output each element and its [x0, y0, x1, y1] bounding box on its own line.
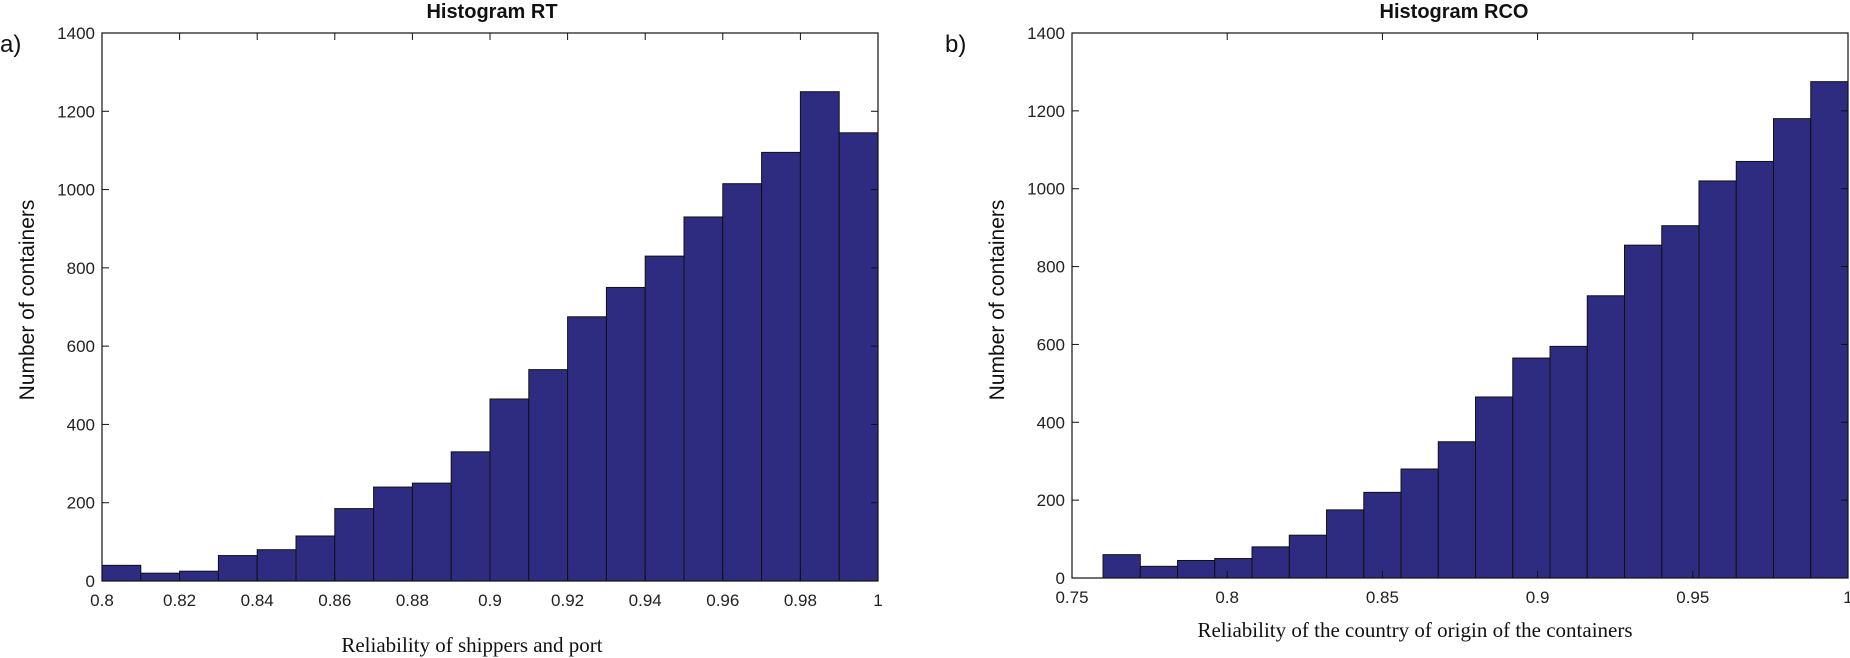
histogram-bar-rco-3: [1177, 559, 1216, 579]
y-tick-label-rco: 200: [1037, 491, 1065, 510]
histogram-bar-rt-6: [295, 535, 336, 582]
histogram-bar-rco-15: [1624, 244, 1663, 579]
histogram-bar-rt-20: [838, 132, 879, 582]
chart-title-rco: Histogram RCO: [1380, 1, 1529, 23]
histogram-bar-rt-8: [373, 486, 413, 582]
y-axis-label-rt: Number of containers: [16, 200, 39, 401]
x-tick-label-rt: 0.98: [784, 591, 817, 610]
histogram-bar-rco-16: [1661, 225, 1700, 579]
y-tick-label-rt: 800: [67, 259, 95, 278]
panel-label-b: b): [945, 31, 966, 58]
histogram-rco-panel: b) Histogram RCO 0.75 0.8 0.85 0.9 0.95 1 0 200…: [945, 1, 1850, 642]
y-tick-label-rco: 600: [1037, 335, 1065, 354]
y-tick-label-rt: 0: [86, 572, 95, 591]
histogram-bar-rco-7: [1326, 509, 1365, 579]
x-tick-label-rt: 0.86: [318, 591, 351, 610]
histogram-bar-rt-12: [528, 369, 569, 582]
x-axis-label-rt: Reliability of shippers and port: [341, 633, 602, 657]
y-tick-label-rt: 600: [67, 337, 95, 356]
x-tick-label-rco: 0.75: [1055, 588, 1088, 607]
plot-area-rco: 0.75 0.8 0.85 0.9 0.95 1 0 200 400 600 800 1000 1200…: [1027, 24, 1850, 607]
histogram-bar-rt-1: [101, 564, 142, 582]
histogram-bar-rt-9: [411, 482, 452, 582]
histogram-bar-rt-17: [722, 183, 763, 582]
histogram-bar-rco-18: [1735, 160, 1775, 579]
histogram-bar-rt-5: [256, 549, 297, 582]
histogram-bar-rco-14: [1586, 295, 1626, 579]
x-tick-label-rt: 0.8: [90, 591, 114, 610]
y-tick-label-rt: 1200: [57, 102, 95, 121]
y-tick-label-rco: 1200: [1027, 102, 1065, 121]
histogram-bar-rco-12: [1512, 357, 1551, 579]
histogram-bar-rco-17: [1698, 180, 1737, 579]
y-tick-label-rt: 400: [67, 415, 95, 434]
x-tick-label-rt: 0.82: [163, 591, 196, 610]
y-tick-label-rt: 1000: [57, 181, 95, 200]
x-tick-label-rco: 0.95: [1676, 588, 1709, 607]
histogram-bar-rt-2: [140, 572, 181, 582]
x-axis-label-rco: Reliability of the country of origin of …: [1197, 618, 1632, 642]
x-tick-label-rt: 0.9: [478, 591, 502, 610]
histogram-bar-rt-19: [799, 91, 840, 582]
histogram-bar-rt-18: [761, 151, 801, 582]
histogram-bar-rco-5: [1251, 546, 1290, 579]
histogram-bar-rt-3: [179, 570, 219, 582]
histogram-bar-rco-19: [1773, 118, 1812, 579]
histogram-bar-rco-2: [1139, 565, 1179, 579]
x-tick-label-rt: 0.84: [241, 591, 274, 610]
y-tick-label-rt: 1400: [57, 24, 95, 43]
x-tick-label-rt: 1: [873, 591, 882, 610]
histogram-bar-rco-8: [1363, 491, 1402, 579]
x-tick-label-rco: 1: [1843, 588, 1850, 607]
histogram-rt-panel: a) Histogram RT 0.8 0.82 0.84 0.86 0.88 0.9 0.…: [0, 1, 883, 657]
x-tick-label-rt: 0.94: [629, 591, 662, 610]
histogram-bar-rt-16: [683, 216, 724, 582]
histogram-bar-rco-20: [1810, 81, 1849, 579]
y-axis-label-rco: Number of containers: [986, 200, 1009, 401]
y-tick-label-rt: 200: [67, 494, 95, 513]
y-tick-label-rco: 1400: [1027, 24, 1065, 43]
histogram-bar-rt-4: [217, 555, 258, 582]
histogram-bar-rt-15: [644, 255, 685, 582]
plot-area-rt: 0.8 0.82 0.84 0.86 0.88 0.9 0.92 0.94 0.96 0.98 10…: [57, 24, 883, 610]
histogram-bar-rco-13: [1549, 345, 1588, 579]
histogram-bar-rt-10: [450, 451, 491, 582]
histogram-bar-rt-14: [605, 286, 646, 582]
histogram-bar-rco-4: [1214, 558, 1253, 579]
histogram-bar-rco-9: [1400, 468, 1439, 579]
panel-label-a: a): [0, 31, 21, 58]
y-tick-label-rco: 0: [1056, 569, 1065, 588]
histogram-bar-rt-7: [334, 508, 375, 582]
y-tick-label-rco: 400: [1037, 413, 1065, 432]
x-tick-label-rco: 0.85: [1366, 588, 1399, 607]
x-tick-label-rco: 0.9: [1526, 588, 1550, 607]
histogram-bar-rt-11: [489, 398, 530, 582]
histogram-bar-rco-6: [1288, 534, 1328, 579]
histogram-bar-rco-10: [1437, 441, 1477, 579]
y-tick-label-rco: 800: [1037, 258, 1065, 277]
x-tick-label-rt: 0.92: [551, 591, 584, 610]
x-tick-label-rt: 0.96: [706, 591, 739, 610]
axes-box-rco: [1071, 32, 1849, 579]
histogram-bar-rt-13: [567, 316, 607, 582]
x-tick-label-rt: 0.88: [396, 591, 429, 610]
chart-title-rt: Histogram RT: [426, 1, 557, 23]
histogram-bar-rco-1: [1102, 554, 1141, 579]
y-tick-label-rco: 1000: [1027, 180, 1065, 199]
histogram-bar-rco-11: [1475, 396, 1514, 579]
x-tick-label-rco: 0.8: [1215, 588, 1239, 607]
